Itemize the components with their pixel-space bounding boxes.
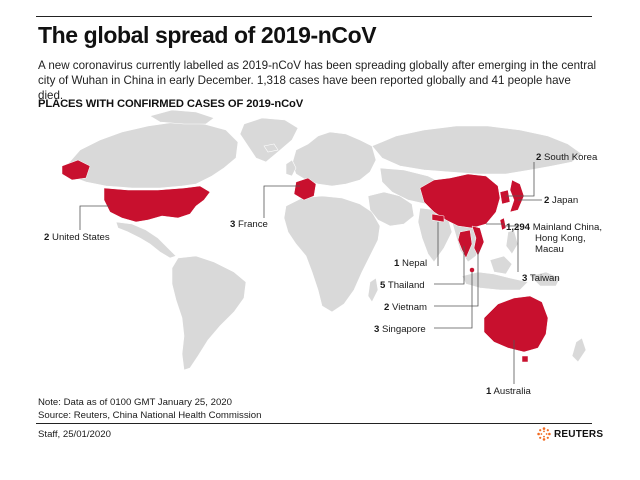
source-note: Source: Reuters, China National Health C… (38, 410, 262, 421)
label-japan: 2 Japan (544, 195, 579, 206)
leader-vietnam (434, 250, 479, 307)
intro-text: A new coronavirus currently labelled as … (38, 58, 598, 103)
bottom-rule (36, 423, 592, 424)
borneo-shape (489, 255, 513, 275)
russia-shape (371, 125, 583, 175)
greenland-shape (239, 117, 299, 163)
label-thailand: 5 Thailand (380, 280, 425, 291)
france-shape (293, 177, 317, 201)
middle-east-shape (367, 191, 415, 227)
leader-lines (79, 162, 542, 384)
label-nepal: 1 Nepal (394, 258, 428, 269)
reuters-wordmark: REUTERS (554, 428, 604, 440)
alaska-shape (61, 159, 91, 181)
north-america-north-shape (65, 121, 239, 189)
affected-countries (61, 159, 549, 363)
africa-shape (283, 195, 381, 313)
staff-credit: Staff, 25/01/2020 (38, 429, 111, 440)
indonesia-shape (461, 271, 529, 291)
central-america-shape (115, 221, 177, 259)
australia-shape (483, 295, 549, 353)
leader-france (263, 185, 300, 218)
south-america-shape (171, 255, 247, 371)
leader-singapore (434, 272, 473, 329)
label-singapore: 3 Singapore (374, 324, 426, 335)
map-subhead: PLACES WITH CONFIRMED CASES OF 2019-nCoV (38, 98, 304, 110)
label-united-states: 2 United States (44, 232, 110, 243)
label-taiwan: 3 Taiwan (522, 273, 560, 284)
new-guinea-shape (529, 271, 561, 287)
uk-shape (285, 159, 297, 177)
reuters-dots-icon (537, 427, 551, 441)
label-south-korea: 2 South Korea (536, 152, 598, 163)
singapore-shape (469, 267, 475, 273)
leader-south-korea (506, 162, 535, 197)
land-masses (65, 109, 587, 371)
leader-united-states (79, 205, 110, 230)
intro-line-2: city of Wuhan in China in early December… (38, 74, 571, 102)
thailand-shape (457, 229, 473, 259)
intro-line-1: A new coronavirus currently labelled as … (38, 59, 597, 72)
tasmania-shape (521, 355, 529, 363)
data-note: Note: Data as of 0100 GMT January 25, 20… (38, 397, 232, 408)
leader-thailand (434, 246, 465, 285)
page-title: The global spread of 2019-nCoV (38, 22, 377, 48)
label-australia: 1 Australia (486, 386, 531, 397)
united-states-shape (103, 185, 211, 223)
madagascar-shape (367, 277, 379, 303)
nepal-shape (431, 213, 445, 223)
label-china: 1,294 Mainland China, Hong Kong, Macau (506, 222, 603, 255)
europe-shape (291, 131, 377, 187)
label-france: 3 France (230, 219, 268, 230)
new-zealand-shape (571, 337, 587, 363)
philippines-shape (505, 229, 519, 255)
south-korea-shape (499, 189, 511, 205)
leader-taiwan (504, 225, 519, 272)
iceland-shape (263, 143, 279, 153)
reuters-logo: REUTERS (537, 427, 603, 441)
label-vietnam: 2 Vietnam (384, 302, 428, 313)
top-rule (36, 16, 592, 17)
arctic-islands-shape (149, 109, 215, 125)
china-shape (419, 173, 501, 229)
